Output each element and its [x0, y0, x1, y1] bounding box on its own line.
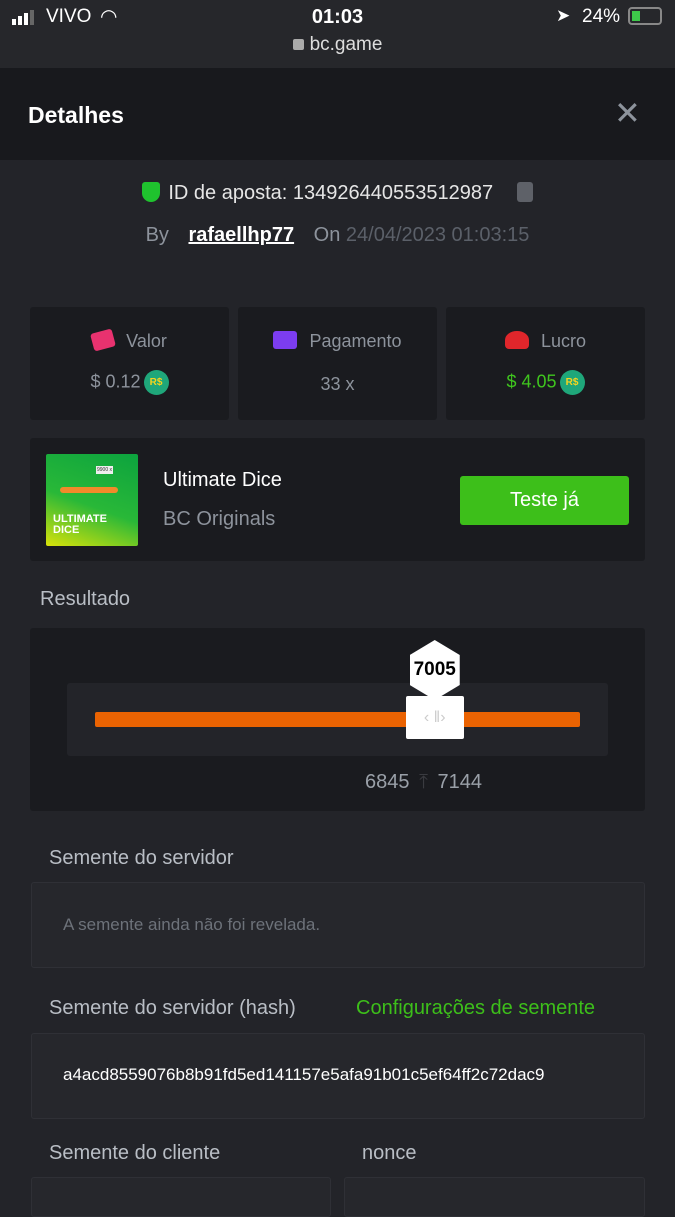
status-bar: VIVO ◠ 01:03 ➤ 24% bc.game — [0, 0, 675, 68]
stat-pagamento: Pagamento 33 x — [238, 307, 437, 420]
wifi-icon: ◠ — [100, 6, 118, 28]
bet-id-label: ID de aposta: — [168, 182, 288, 204]
seed-settings-link[interactable]: Configurações de semente — [356, 997, 596, 1019]
server-seed-field[interactable]: A semente ainda não foi revelada. — [31, 882, 645, 968]
range-high: 7144 — [437, 771, 482, 793]
lock-icon — [292, 39, 304, 50]
on-label: On — [313, 224, 341, 246]
bet-meta: By rafaellhp77 On 24/04/2023 01:03:15 — [0, 224, 675, 247]
game-card: 9900 x ULTIMATE DICE Ultimate Dice BC Or… — [30, 438, 645, 561]
battery-percent: 24% — [582, 6, 621, 27]
nonce-label: nonce — [362, 1142, 417, 1164]
server-seed-value: A semente ainda não foi revelada. — [63, 915, 321, 934]
modal-header: Detalhes ✕ — [0, 68, 675, 160]
client-seed-label: Semente do cliente — [49, 1142, 221, 1164]
range-low: 6845 — [365, 771, 410, 793]
clock: 01:03 — [311, 6, 364, 28]
location-icon: ➤ — [556, 6, 571, 25]
server-hash-value: a4acd8559076b8b91fd5ed141157e5afa91b01c5… — [63, 1065, 545, 1084]
game-name: Ultimate Dice — [163, 469, 282, 491]
slider-handle-icon: ‹ ‖› — [405, 696, 464, 739]
server-hash-field[interactable]: a4acd8559076b8b91fd5ed141157e5afa91b01c5… — [31, 1033, 645, 1119]
client-seed-field[interactable] — [31, 1177, 331, 1217]
stat-value: 33 x — [320, 374, 355, 394]
result-range: 6845 ⤒ 7144 — [365, 771, 482, 794]
server-seed-label: Semente do servidor — [49, 847, 234, 869]
stat-label: Pagamento — [309, 331, 402, 351]
stats-row: Valor $ 0.12 R$ Pagamento 33 x Lucro $ 4.… — [30, 307, 645, 420]
username-link[interactable]: rafaellhp77 — [188, 224, 295, 246]
currency-badge: R$ — [143, 370, 169, 395]
stat-value: $ 0.12 — [90, 371, 141, 392]
currency-badge: R$ — [559, 370, 585, 395]
server-hash-label: Semente do servidor (hash) — [49, 997, 296, 1019]
arrow-up-icon: ⤒ — [419, 771, 428, 793]
stat-label: Valor — [126, 331, 167, 351]
hand-profit-icon — [504, 331, 529, 349]
result-marker: 7005 ‹ ‖› — [405, 640, 464, 739]
card-icon — [273, 331, 298, 349]
money-bag-icon — [90, 328, 117, 352]
nonce-field[interactable] — [344, 1177, 645, 1217]
signal-icon — [12, 10, 34, 25]
try-now-button[interactable]: Teste já — [460, 476, 629, 525]
page-title: Detalhes — [28, 102, 124, 128]
url-bar[interactable]: bc.game — [0, 34, 675, 56]
game-provider: BC Originals — [163, 508, 276, 530]
result-panel: 7005 ‹ ‖› 6845 ⤒ 7144 — [30, 628, 645, 811]
by-label: By — [145, 224, 169, 246]
thumb-text: ULTIMATE DICE — [53, 513, 107, 536]
thumb-badge: 9900 x — [96, 466, 114, 474]
copy-icon[interactable] — [516, 182, 533, 202]
stat-value: $ 4.05 — [506, 371, 557, 392]
bet-id: 134926440553512987 — [292, 182, 494, 204]
stat-lucro: Lucro $ 4.05 R$ — [446, 307, 645, 420]
shield-check-icon — [142, 182, 161, 202]
result-label: Resultado — [40, 588, 131, 610]
bet-datetime: 24/04/2023 01:03:15 — [345, 224, 530, 246]
close-icon[interactable]: ✕ — [614, 95, 641, 131]
slider-bar — [95, 712, 580, 727]
battery-icon — [628, 7, 662, 25]
carrier: VIVO — [46, 6, 92, 27]
stat-valor: Valor $ 0.12 R$ — [30, 307, 229, 420]
game-thumbnail[interactable]: 9900 x ULTIMATE DICE — [46, 454, 138, 546]
url: bc.game — [309, 34, 383, 55]
bet-id-row: ID de aposta: 134926440553512987 — [0, 182, 675, 205]
result-value: 7005 — [409, 640, 460, 700]
stat-label: Lucro — [540, 331, 587, 351]
